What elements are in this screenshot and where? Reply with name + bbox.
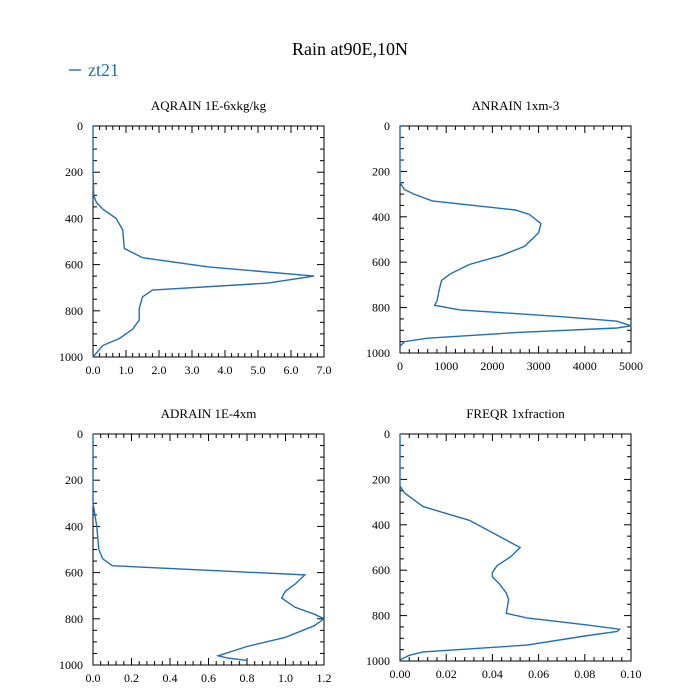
y-tick-label: 600 xyxy=(372,255,390,269)
x-tick-label: 5000 xyxy=(619,359,643,373)
x-tick-label: 2.0 xyxy=(152,363,167,377)
y-tick-label: 0 xyxy=(384,119,390,133)
plot-panels: AQRAIN 1E-6xkg/kg 0.0 1.0 2.0 3.0 4.0 5.0 6.0 7.… xyxy=(59,98,643,685)
y-tick-label: 800 xyxy=(65,612,83,626)
x-tick-label: 2000 xyxy=(480,359,504,373)
x-tick-label: 3000 xyxy=(527,359,551,373)
x-tick-label: 0.00 xyxy=(390,667,411,681)
y-tick-label: 800 xyxy=(372,301,390,315)
x-tick-label: 0.02 xyxy=(436,667,457,681)
y-tick-label: 0 xyxy=(77,119,83,133)
y-tick-label: 800 xyxy=(372,609,390,623)
x-tick-label: 0.8 xyxy=(240,671,255,685)
y-tick-label: 400 xyxy=(372,518,390,532)
panel-title: ANRAIN 1xm-3 xyxy=(472,98,560,113)
x-tick-label: 4.0 xyxy=(218,363,233,377)
panel-title: AQRAIN 1E-6xkg/kg xyxy=(151,98,267,113)
y-tick-label: 200 xyxy=(65,165,83,179)
panel-3: ADRAIN 1E-4xm 0.0 0.2 0.4 0.6 0.8 1.0 1.2 0 200 40… xyxy=(59,406,332,685)
series-line xyxy=(92,126,315,358)
y-tick-label: 0 xyxy=(77,427,83,441)
x-tick-label: 0.06 xyxy=(528,667,549,681)
x-tick-label: 0.2 xyxy=(124,671,139,685)
figure-title: Rain at90E,10N xyxy=(292,39,408,59)
x-tick-label: 6.0 xyxy=(284,363,299,377)
y-tick-label: 600 xyxy=(65,566,83,580)
panel-1: AQRAIN 1E-6xkg/kg 0.0 1.0 2.0 3.0 4.0 5.0 6.0 7.… xyxy=(59,98,332,377)
y-tick-label: 0 xyxy=(384,427,390,441)
x-tick-label: 0 xyxy=(397,359,403,373)
panel-title: FREQR 1xfraction xyxy=(466,406,565,421)
legend-label: zt21 xyxy=(88,60,119,80)
panel-2: ANRAIN 1xm-3 0 1000 2000 3000 4000 5000 0 200 400… xyxy=(366,98,643,373)
series-line xyxy=(399,434,622,661)
y-tick-label: 1000 xyxy=(59,658,83,672)
series-line xyxy=(92,434,326,662)
y-tick-label: 400 xyxy=(372,210,390,224)
y-tick-label: 1000 xyxy=(366,654,390,668)
x-tick-label: 0.0 xyxy=(86,363,101,377)
y-tick-label: 200 xyxy=(372,164,390,178)
x-tick-label: 5.0 xyxy=(251,363,266,377)
x-tick-label: 1.0 xyxy=(119,363,134,377)
plot-frame xyxy=(92,433,325,666)
panel-4: FREQR 1xfraction 0.00 0.02 0.04 0.06 0.08 0.10… xyxy=(366,406,642,681)
x-tick-label: 4000 xyxy=(573,359,597,373)
y-tick-label: 200 xyxy=(65,473,83,487)
panel-title: ADRAIN 1E-4xm xyxy=(161,406,257,421)
legend: zt21 xyxy=(69,60,119,80)
x-tick-label: 1.2 xyxy=(317,671,332,685)
y-tick-label: 800 xyxy=(65,304,83,318)
x-tick-label: 0.08 xyxy=(574,667,595,681)
plot-frame xyxy=(92,125,325,358)
y-tick-label: 600 xyxy=(65,258,83,272)
y-tick-label: 600 xyxy=(372,563,390,577)
x-tick-label: 0.4 xyxy=(163,671,178,685)
y-tick-label: 400 xyxy=(65,519,83,533)
y-tick-label: 1000 xyxy=(59,350,83,364)
plot-frame xyxy=(399,433,632,662)
x-tick-label: 0.6 xyxy=(201,671,216,685)
x-tick-label: 7.0 xyxy=(317,363,332,377)
x-tick-label: 0.10 xyxy=(621,667,642,681)
y-tick-label: 200 xyxy=(372,472,390,486)
x-tick-label: 1.0 xyxy=(278,671,293,685)
series-line xyxy=(399,126,632,347)
x-tick-label: 1000 xyxy=(434,359,458,373)
x-tick-label: 0.04 xyxy=(482,667,503,681)
x-tick-label: 0.0 xyxy=(86,671,101,685)
x-tick-label: 3.0 xyxy=(185,363,200,377)
y-tick-label: 400 xyxy=(65,211,83,225)
y-tick-label: 1000 xyxy=(366,346,390,360)
